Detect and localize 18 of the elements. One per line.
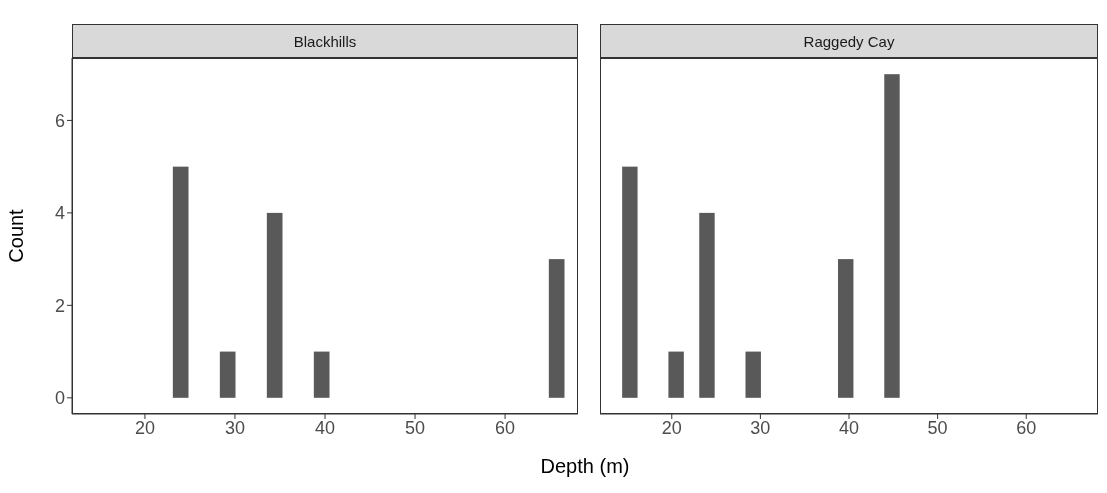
- x-tick-label: 60: [495, 417, 516, 438]
- y-tick-label: 6: [54, 110, 65, 131]
- x-tick-label: 40: [314, 417, 336, 438]
- y-tick-label: 0: [54, 388, 65, 409]
- x-tick-label: 60: [1016, 417, 1037, 438]
- x-axis-title: Depth (m): [539, 455, 631, 478]
- x-tick-label: 20: [134, 417, 155, 438]
- y-axis-title: Count: [5, 208, 28, 263]
- y-tick-label: 2: [54, 295, 65, 316]
- chart-title: Raggedy Cay: [600, 24, 1098, 58]
- x-tick-label: 40: [838, 417, 860, 438]
- x-tick-label: 50: [927, 417, 948, 438]
- x-tick-label: 30: [224, 417, 245, 438]
- x-tick-label: 50: [405, 417, 426, 438]
- chart-title: Blackhills: [72, 24, 578, 58]
- x-tick-label: 30: [750, 417, 771, 438]
- x-tick-label: 20: [661, 417, 682, 438]
- y-tick-label: 4: [54, 203, 65, 224]
